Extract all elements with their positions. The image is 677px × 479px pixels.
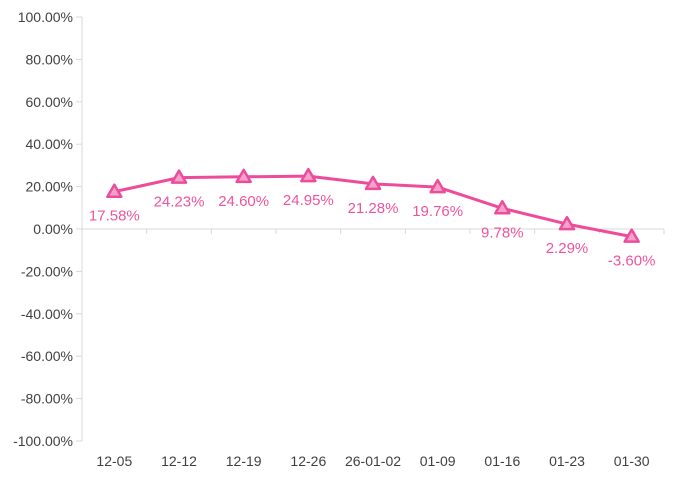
x-axis-label: 01-23	[549, 453, 585, 469]
y-axis-tick-label: 20.00%	[26, 179, 73, 195]
y-axis-tick-label: -80.00%	[21, 391, 73, 407]
y-axis-tick-label: -100.00%	[13, 433, 73, 449]
data-point-marker	[170, 169, 188, 184]
data-point-marker	[623, 228, 640, 243]
data-point-label: 19.76%	[412, 203, 463, 220]
x-axis-label: 12-26	[290, 453, 326, 469]
y-axis-tick-label: -40.00%	[21, 306, 73, 322]
data-point-label: 24.60%	[218, 193, 269, 210]
data-point-marker	[300, 167, 317, 183]
data-point-label: 9.78%	[481, 224, 524, 241]
x-axis-label: 01-09	[420, 453, 456, 469]
data-point-label: -3.60%	[608, 253, 656, 270]
data-point-marker	[364, 175, 382, 191]
data-point-label: 24.95%	[283, 192, 334, 209]
y-axis-tick-label: 60.00%	[26, 94, 73, 110]
data-point-marker	[494, 200, 511, 215]
x-axis-label: 01-30	[614, 453, 650, 469]
data-point-label: 2.29%	[546, 240, 589, 257]
y-axis-tick-label: -60.00%	[21, 348, 73, 364]
data-point-marker	[235, 168, 252, 184]
data-point-label: 17.58%	[89, 208, 140, 225]
y-axis-tick-label: -20.00%	[21, 263, 73, 279]
y-axis-tick-label: 0.00%	[33, 221, 73, 237]
x-axis-label: 01-16	[484, 453, 520, 469]
x-axis-label: 12-05	[96, 453, 132, 469]
data-point-marker	[106, 183, 123, 198]
y-axis-tick-label: 100.00%	[18, 9, 73, 25]
y-axis-tick-label: 80.00%	[26, 51, 73, 67]
data-point-label: 24.23%	[154, 194, 205, 211]
x-axis-label: 12-19	[226, 453, 262, 469]
data-point-marker	[429, 178, 446, 194]
x-axis-label: 12-12	[161, 453, 197, 469]
x-axis-label: 26-01-02	[345, 453, 401, 469]
y-axis-tick-label: 40.00%	[26, 136, 73, 152]
data-point-label: 21.28%	[348, 200, 399, 217]
data-point-marker	[558, 215, 576, 231]
